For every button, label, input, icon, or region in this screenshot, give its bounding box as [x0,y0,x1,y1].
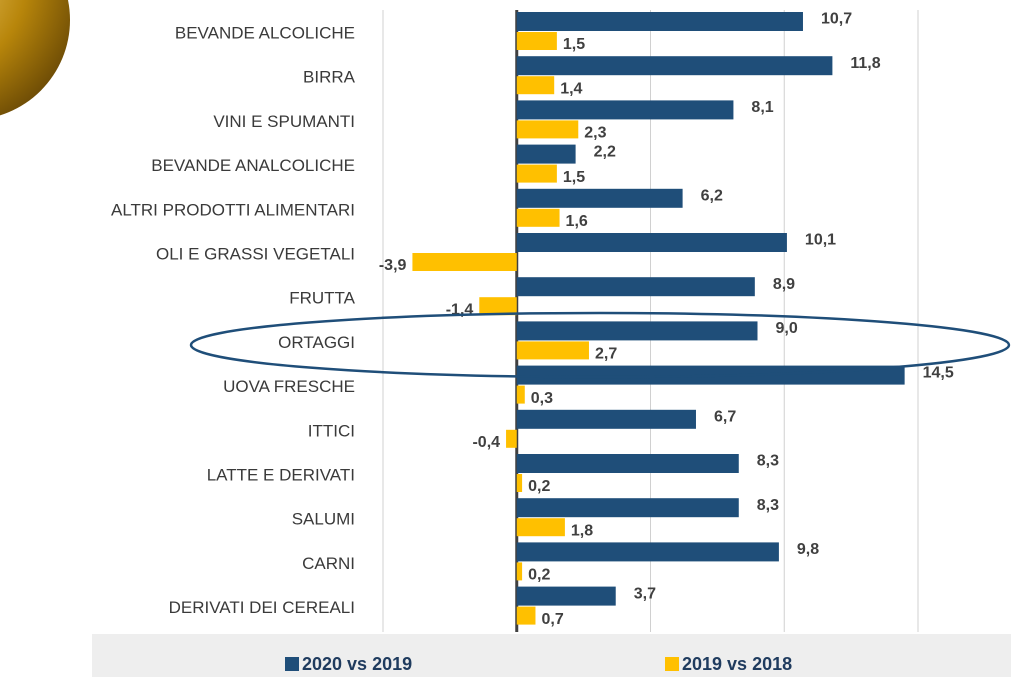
value-label: 1,4 [560,80,582,97]
bar [516,321,758,341]
value-label: -0,4 [472,434,500,451]
category-label: CARNI [302,554,355,573]
value-label: 11,8 [850,55,880,72]
bar [516,32,557,50]
bar [516,164,557,183]
bar [516,606,536,625]
value-label: 6,7 [714,409,736,426]
bar [516,454,739,473]
bar [516,100,734,120]
category-label: SALUMI [292,510,355,529]
category-label: ORTAGGI [278,333,355,352]
value-label: 8,3 [757,497,779,514]
category-label: VINI E SPUMANTI [213,112,355,131]
highlight-ellipse [189,311,1011,379]
value-label: 0,7 [541,611,563,628]
value-label: 1,5 [563,36,585,53]
value-label: -3,9 [379,257,407,274]
bar [516,586,616,606]
category-label: ALTRI PRODOTTI ALIMENTARI [111,200,355,219]
bar [516,474,523,492]
bar [516,385,525,404]
bar [516,76,555,95]
legend-label: 2019 vs 2018 [682,654,792,674]
category-label: FRUTTA [289,289,355,308]
category-label: ITTICI [308,421,355,440]
legend-swatch [665,657,679,671]
value-label: 0,2 [528,478,550,495]
value-label: 9,8 [797,541,819,558]
logo [0,0,70,116]
category-label: UOVA FRESCHE [223,377,355,396]
legend-label: 2020 vs 2019 [302,654,412,674]
legend-swatch [285,657,299,671]
plot-area: BEVANDE ALCOLICHE 10,7 1,5 BIRRA 11,8 1,4 VINI… [111,10,954,674]
value-label: 10,7 [821,11,852,28]
value-label: 6,2 [701,188,723,205]
value-label: 3,7 [634,585,656,602]
bar [516,498,739,518]
bar [516,233,787,252]
value-label: 10,1 [805,232,836,249]
bar [516,542,779,562]
bar [516,56,833,76]
value-label: 8,9 [773,276,795,293]
value-label: 2,2 [594,143,616,160]
category-label: BEVANDE ALCOLICHE [175,23,355,42]
value-label: 0,2 [528,567,550,584]
value-label: 2,7 [595,346,617,363]
value-label: 2,3 [584,125,606,142]
value-label: 0,3 [531,390,553,407]
category-label: DERIVATI DEI CEREALI [169,598,355,617]
category-label: LATTE E DERIVATI [207,465,355,484]
bar [479,297,517,316]
bar [516,409,696,429]
bar [516,277,755,297]
bar [516,208,560,227]
legend-background [92,634,1011,677]
bar [516,12,803,31]
bar [412,253,517,271]
bar [516,120,579,139]
bar [506,429,517,448]
bar [516,341,589,360]
bar [516,188,683,208]
value-label: 14,5 [923,364,954,381]
category-label: OLI E GRASSI VEGETALI [156,244,355,263]
category-label: BEVANDE ANALCOLICHE [151,156,355,175]
value-label: 1,5 [563,169,585,186]
value-label: 8,1 [751,99,773,116]
value-label: 1,6 [566,213,588,230]
value-label: 8,3 [757,453,779,470]
value-label: 1,8 [571,522,593,539]
bar [516,562,523,581]
bar [516,144,576,164]
bar [516,518,565,537]
category-label: BIRRA [303,68,356,87]
value-label: 9,0 [776,320,798,337]
